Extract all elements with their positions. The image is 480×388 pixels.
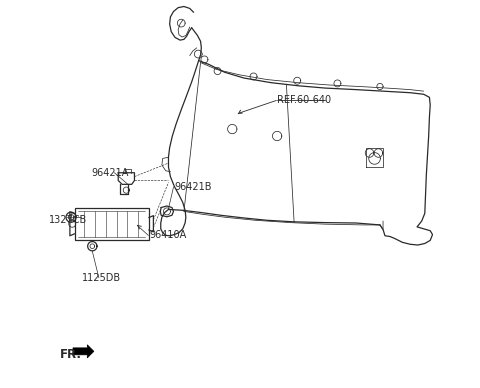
Text: 1327CB: 1327CB bbox=[48, 215, 87, 225]
Polygon shape bbox=[73, 345, 94, 358]
Text: 96410A: 96410A bbox=[149, 230, 186, 241]
Text: FR.: FR. bbox=[60, 348, 82, 361]
Text: 1125DB: 1125DB bbox=[82, 273, 120, 283]
Text: 96421B: 96421B bbox=[174, 182, 212, 192]
Text: 96421A: 96421A bbox=[91, 168, 129, 178]
Bar bbox=[74, 208, 149, 240]
Text: REF.60-640: REF.60-640 bbox=[277, 95, 331, 106]
